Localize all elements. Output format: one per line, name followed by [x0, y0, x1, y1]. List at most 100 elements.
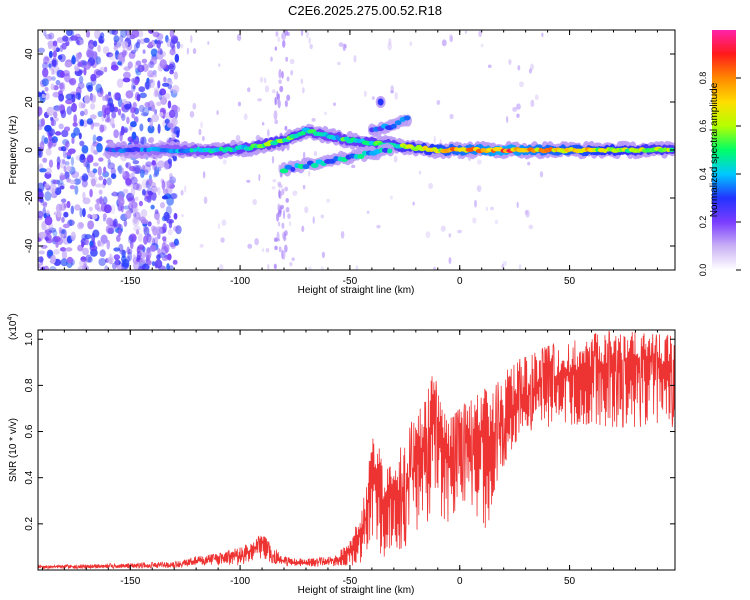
spectrogram-cell: [152, 31, 160, 38]
spectrogram-cell: [50, 83, 55, 91]
spectrogram-cell: [97, 242, 105, 247]
spectrogram-cell: [53, 111, 58, 119]
spectrogram-cell: [98, 175, 104, 181]
spectrogram-cell: [271, 89, 276, 94]
spectrogram-cell: [87, 213, 92, 219]
spectrogram-cell: [148, 30, 154, 34]
spectrogram-cell: [45, 226, 53, 232]
spectrogram-cell: [284, 164, 293, 170]
spectrogram-cell: [355, 265, 359, 270]
colorbar-gradient: [712, 30, 736, 270]
spectrogram-cell: [276, 90, 279, 100]
spectrogram-cell: [50, 254, 56, 264]
spectrogram-cell: [102, 95, 107, 101]
spectrogram-cell: [277, 203, 280, 211]
spectrogram-cell: [186, 47, 189, 55]
spectrogram-cell: [118, 167, 125, 174]
spectrogram-cell: [134, 78, 139, 86]
spectrogram-cell: [276, 231, 280, 241]
spectrogram-cell: [108, 30, 116, 35]
spectrogram-cell: [66, 165, 72, 172]
spectrogram-cell: [52, 44, 59, 52]
spectrogram-cell: [115, 234, 121, 242]
spectrogram-cell: [123, 103, 132, 110]
spectrogram-cell: [285, 206, 290, 213]
spectrogram-cell: [39, 168, 47, 173]
spectrogram-cell: [448, 257, 452, 265]
spectrogram-cell: [143, 147, 148, 153]
spectrogram-cell: [60, 146, 67, 152]
spectrogram-cell: [44, 215, 53, 226]
spectrogram-cell: [127, 248, 133, 255]
spectrogram-cell: [490, 206, 495, 211]
spectrogram-cell: [52, 179, 61, 185]
spectrogram-marks: [38, 30, 675, 270]
spectrogram-cell: [85, 237, 89, 246]
spectrogram-cell: [92, 229, 100, 238]
spectrogram-cell: [55, 79, 61, 86]
spectrogram-cell: [67, 219, 75, 226]
spectrogram-cell: [192, 102, 197, 110]
spectrogram-cell: [84, 94, 91, 104]
snr-x-tick-label: -150: [120, 576, 140, 587]
spectrogram-cell: [107, 162, 116, 170]
snr-x-tick-label: -100: [230, 576, 250, 587]
snr-x-tick-label: 50: [564, 576, 576, 587]
spectrogram-cell: [203, 196, 208, 204]
spectrogram-cell: [61, 42, 67, 50]
spectrogram-cell: [108, 53, 117, 61]
colorbar-tick-label: 0.6: [698, 120, 708, 133]
spectrogram-cell: [134, 164, 143, 174]
spectrogram-cell: [173, 106, 181, 113]
spectrogram-cell: [132, 85, 136, 90]
spectrogram-cell: [302, 164, 310, 170]
spectrogram-cell: [270, 56, 273, 62]
spectrogram-cell: [174, 53, 180, 63]
spectrogram-cell: [158, 91, 163, 101]
spectrogram-cell: [47, 40, 55, 48]
snr-multiplier: (x104): [7, 313, 19, 340]
spectrogram-cell: [167, 228, 173, 236]
spectrogram-cell: [38, 47, 45, 54]
spectrogram-cell: [76, 53, 82, 60]
spectrogram-cell: [70, 231, 76, 241]
spectrogram-cell: [63, 165, 67, 173]
spectrogram-cell: [487, 64, 492, 69]
spectrogram-cell: [301, 87, 305, 94]
spectrogram-cell: [121, 102, 125, 112]
spectrogram-cell: [141, 179, 149, 189]
spectrogram-cell: [102, 46, 110, 55]
spectrogram-cell: [264, 85, 270, 93]
spectrogram-cell: [151, 186, 159, 193]
chart-title: C2E6.2025.275.00.52.R18: [288, 3, 442, 18]
spectrogram-cell: [143, 226, 150, 236]
spectrogram-cell: [77, 61, 83, 67]
spectrogram-cell: [530, 63, 534, 71]
spectrogram-cell: [117, 196, 125, 207]
spectrogram-cell: [494, 219, 499, 225]
spectrogram-cell: [448, 233, 452, 238]
spectrogram-cell: [283, 209, 286, 220]
spectrogram-cell: [42, 67, 49, 78]
spectrogram-cell: [189, 148, 194, 153]
spectrogram-cell: [271, 186, 276, 190]
spectrogram-cell: [146, 77, 150, 84]
spectrogram-cell: [286, 94, 291, 101]
spectrogram-cell: [310, 162, 319, 168]
spectrogram-cell: [169, 30, 175, 39]
spectrogram-cell: [44, 86, 49, 92]
spectrogram-cell: [122, 188, 129, 194]
spectrogram-cell: [79, 110, 85, 117]
spectrogram-cell: [97, 110, 104, 118]
spectrogram-cell: [285, 197, 289, 203]
spectrogram-cell: [508, 59, 512, 65]
spectrogram-cell: [70, 30, 75, 37]
spectrogram-cell: [284, 230, 288, 237]
spectrogram-cell: [138, 104, 145, 113]
spectrogram-cell: [173, 71, 178, 80]
spectrogram-cell: [169, 48, 176, 56]
spectrogram-cell: [363, 90, 367, 97]
spectrogram-cell: [134, 196, 139, 201]
spectrogram-cell: [66, 256, 74, 264]
spectrogram-cell: [106, 52, 114, 58]
